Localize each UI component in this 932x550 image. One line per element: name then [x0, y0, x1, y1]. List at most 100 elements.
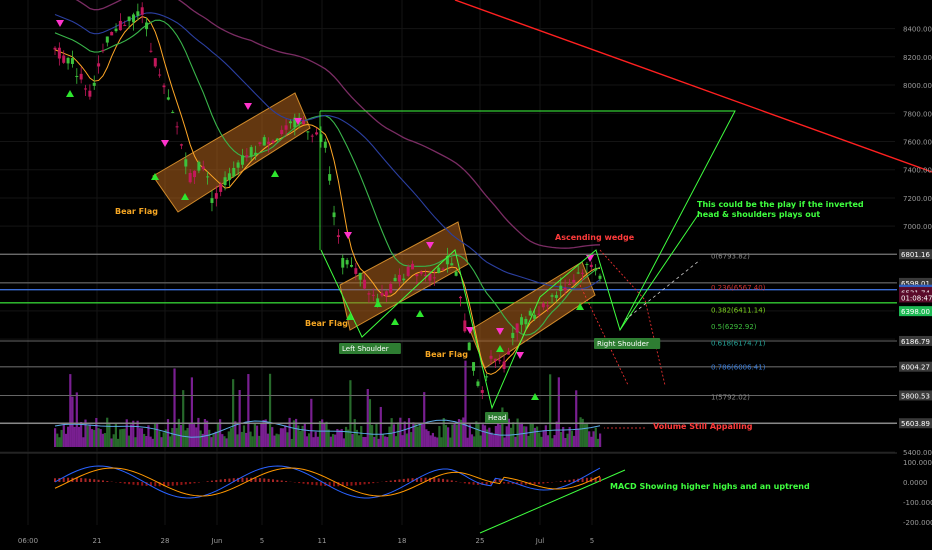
signal-line [54, 467, 601, 497]
volume-bar [186, 427, 189, 447]
volume-bar [538, 432, 541, 447]
candle-body [472, 362, 476, 371]
volume-bar [331, 434, 335, 447]
volume-bar [149, 436, 152, 447]
volume-bar [577, 428, 580, 447]
sell-marker [466, 327, 474, 334]
volume-bar [225, 438, 228, 447]
macd-histogram-bar [341, 482, 344, 487]
volume-bar [97, 428, 100, 447]
macd-histogram-bar [132, 482, 135, 485]
volume-bar [473, 436, 476, 447]
volume-bar [245, 432, 248, 447]
macd-histogram-bar [568, 479, 571, 482]
volume-bar [299, 430, 302, 447]
macd-line [54, 465, 601, 499]
volume-bar [390, 418, 393, 447]
volume-bar [429, 435, 432, 447]
volume-bar [260, 422, 263, 447]
macd-histogram-bar [520, 482, 523, 485]
volume-bar [453, 423, 456, 447]
candle-body [520, 317, 524, 325]
price-tag-label: 6186.79 [901, 338, 930, 346]
price-tag [899, 335, 932, 346]
time-tick-label: Jul [535, 537, 545, 545]
time-axis: 06:00 21 28 Jun 5 11 18 25 Jul 5 [18, 537, 594, 545]
volume-bar [84, 419, 87, 447]
macd-histogram-bar [476, 482, 479, 485]
macd-histogram-bar [171, 482, 174, 486]
volume-bar [360, 426, 363, 447]
annotation-text: Volume Still Appalling [653, 422, 753, 431]
macd-histogram-bar [446, 479, 449, 482]
volume-bar [549, 374, 552, 447]
macd-histogram-bar [511, 482, 514, 485]
candle-body [275, 138, 279, 141]
macd-histogram-bar [385, 481, 388, 482]
volume-bar [583, 424, 587, 447]
volume-bar [525, 426, 528, 447]
macd-histogram-bar [141, 482, 144, 486]
price-tag [899, 249, 932, 260]
fib-label: 0.618(6174.71) [711, 340, 766, 348]
macd-histogram-bar [123, 482, 126, 484]
candle-body [110, 31, 114, 36]
macd-histogram-bar [97, 479, 100, 482]
volume-bar [559, 432, 563, 447]
candle-body [541, 303, 545, 308]
macd-histogram-bar [228, 478, 231, 482]
volume-bar [501, 407, 504, 447]
volume-bar [297, 425, 300, 447]
candle-body [585, 263, 589, 266]
volume-ma-line [54, 419, 601, 438]
candle-body [153, 58, 157, 67]
candle-body [214, 193, 218, 199]
annotation-text: Right Shoulder [597, 340, 649, 348]
annotation-labels: 0(6793.82) 0.236(6567.40) 0.382(6411.14) 0.… [115, 200, 864, 491]
macd-histogram-bar [158, 482, 161, 487]
volume-bar [351, 433, 354, 447]
macd-histogram-bar [106, 481, 109, 482]
candle-body [341, 258, 345, 268]
candle-body [476, 381, 480, 386]
macd-histogram-bar [167, 482, 170, 487]
macd-tick-label: -100.0000 [903, 499, 932, 507]
volume-bar [143, 433, 146, 447]
volume-bar [103, 433, 107, 447]
volume-bar [364, 437, 367, 447]
candle-body [406, 266, 410, 276]
candle-body [328, 174, 332, 181]
candle-body [323, 141, 327, 148]
price-tick-label: 5400.00 [903, 449, 932, 457]
volume-bar [362, 436, 365, 447]
volume-bar [431, 432, 435, 447]
volume-bar [123, 428, 126, 447]
volume-bar [238, 390, 241, 447]
volume-bar [529, 423, 532, 447]
macd-histogram-bar [80, 478, 83, 482]
volume-bar [342, 438, 345, 447]
volume-bar [153, 422, 157, 447]
candle-body [358, 272, 362, 280]
volume-bar [371, 425, 374, 447]
candle-body [315, 132, 319, 135]
volume-bar [271, 427, 274, 447]
volume-bar [108, 422, 111, 447]
volume-bar [247, 374, 250, 447]
candle-body [118, 20, 122, 31]
candle-body [467, 342, 471, 351]
volume-bar [106, 417, 109, 447]
volume-bar [275, 433, 278, 447]
macd-pane [0, 452, 897, 499]
macd-histogram-bar [93, 479, 96, 482]
volume-bar [62, 424, 65, 447]
bearish-projection [579, 284, 629, 386]
macd-histogram-bar [402, 478, 405, 482]
volume-bar [570, 430, 573, 447]
volume-bar [514, 436, 517, 447]
candle-body [288, 121, 292, 124]
volume-bar [129, 424, 133, 447]
volume-bar [479, 435, 482, 447]
candle-body [428, 273, 432, 281]
